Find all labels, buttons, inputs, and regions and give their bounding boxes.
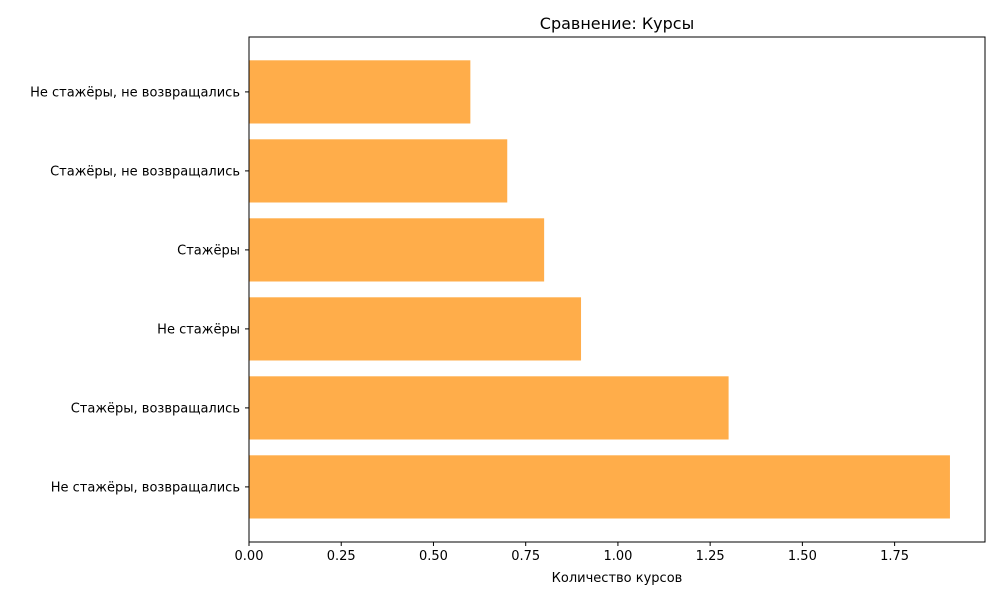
y-tick-label: Не стажёры, не возвращались: [30, 85, 240, 100]
x-tick-label: 1.50: [788, 549, 817, 564]
y-tick-label: Стажёры, возвращались: [71, 401, 240, 416]
y-tick-label: Не стажёры, возвращались: [51, 480, 240, 495]
y-tick-label: Не стажёры: [157, 322, 240, 337]
bar: [249, 297, 582, 361]
x-tick-label: 0.75: [511, 549, 540, 564]
x-tick-label: 0.25: [327, 549, 356, 564]
bar: [249, 60, 471, 124]
x-tick-label: 0.00: [235, 549, 264, 564]
bar: [249, 218, 545, 282]
y-tick-label: Стажёры: [177, 243, 240, 258]
chart-title: Сравнение: Курсы: [540, 14, 694, 33]
x-tick-label: 1.25: [696, 549, 725, 564]
x-tick-label: 0.50: [419, 549, 448, 564]
bar: [249, 139, 508, 203]
bars-layer: [249, 60, 950, 519]
x-tick-label: 1.75: [880, 549, 909, 564]
y-axis: Не стажёры, возвращались Стажёры, возвращ…: [30, 85, 249, 495]
bar: [249, 455, 950, 519]
y-tick-label: Стажёры, не возвращались: [50, 164, 240, 179]
x-axis: 0.00 0.25 0.50 0.75 1.00 1.25 1.50 1.75: [235, 542, 909, 564]
x-axis-label: Количество курсов: [552, 571, 683, 586]
x-tick-label: 1.00: [603, 549, 632, 564]
bar: [249, 376, 729, 440]
plot-frame: [248, 36, 986, 543]
